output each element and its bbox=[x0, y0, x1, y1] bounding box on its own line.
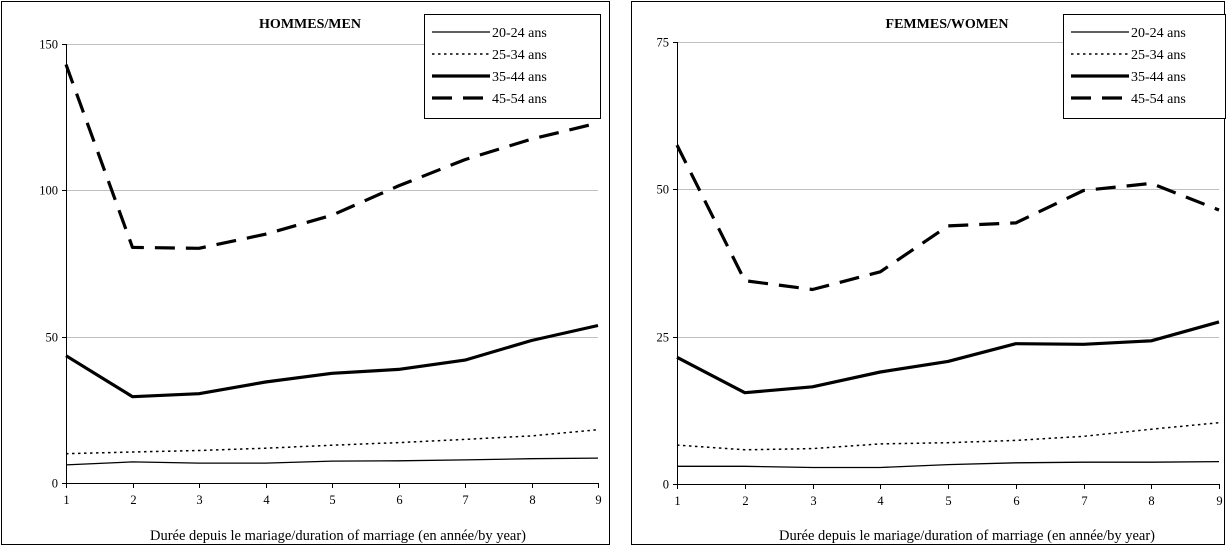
x-axis-label: Durée depuis le mariage/duration of marr… bbox=[779, 528, 1155, 544]
women-chart: 0 25 50 75 1 2 3 4 5 6 7 8 9 Durée depuis le mariage/… bbox=[631, 1, 1226, 545]
legend-label: 20-24 ans bbox=[1131, 26, 1186, 41]
x-tick-label: 5 bbox=[329, 493, 335, 507]
legend-label: 35-44 ans bbox=[492, 70, 547, 85]
legend-label: 20-24 ans bbox=[492, 26, 547, 41]
x-tick-label: 9 bbox=[1216, 494, 1222, 508]
y-tick-label: 50 bbox=[46, 331, 59, 345]
x-tick-label: 6 bbox=[396, 493, 402, 507]
legend-label: 45-54 ans bbox=[492, 92, 547, 107]
series-line-25-34-ans bbox=[65, 428, 599, 455]
x-tick-label: 2 bbox=[742, 494, 748, 508]
chart-frame bbox=[631, 1, 1225, 545]
legend-label: 45-54 ans bbox=[1131, 92, 1186, 107]
x-tick-label: 7 bbox=[1081, 494, 1087, 508]
x-tick-label: 8 bbox=[529, 493, 535, 507]
x-tick-label: 1 bbox=[63, 493, 69, 507]
series-line-20-24-ans bbox=[65, 457, 599, 466]
legend-label: 35-44 ans bbox=[1131, 70, 1186, 85]
x-tick-label: 9 bbox=[595, 493, 601, 507]
x-tick-label: 3 bbox=[810, 494, 816, 508]
x-tick-label: 7 bbox=[462, 493, 468, 507]
series-line-20-24-ans bbox=[677, 460, 1220, 469]
legend-label: 25-34 ans bbox=[492, 48, 547, 63]
chart-title: HOMMES/MEN bbox=[259, 17, 361, 32]
chart-title: FEMMES/WOMEN bbox=[886, 17, 1009, 32]
x-tick-label: 8 bbox=[1148, 494, 1154, 508]
x-tick-label: 5 bbox=[945, 494, 951, 508]
y-tick-label: 75 bbox=[657, 36, 670, 50]
y-tick-label: 100 bbox=[39, 184, 58, 198]
x-tick-label: 3 bbox=[196, 493, 202, 507]
x-axis-label: Durée depuis le mariage/duration of marr… bbox=[150, 528, 526, 544]
y-tick-label: 25 bbox=[657, 331, 670, 345]
series-line-35-44-ans bbox=[676, 320, 1220, 395]
x-tick-label: 1 bbox=[674, 494, 680, 508]
x-tick-label: 4 bbox=[877, 494, 884, 508]
x-tick-label: 2 bbox=[130, 493, 136, 507]
legend-label: 25-34 ans bbox=[1131, 48, 1186, 63]
women-chart-panel: 0 25 50 75 1 2 3 4 5 6 7 8 9 Durée depuis le mariage/… bbox=[611, 0, 1226, 546]
series-line-45-54-ans bbox=[675, 144, 1220, 292]
y-tick-label: 0 bbox=[52, 477, 58, 491]
series-line-25-34-ans bbox=[676, 421, 1220, 451]
y-tick-label: 0 bbox=[663, 478, 669, 492]
chart-frame bbox=[1, 1, 610, 545]
men-chart-panel: 0 50 100 150 1 2 3 4 5 6 7 8 9 Durée depuis le mariag… bbox=[0, 0, 611, 546]
x-tick-label: 6 bbox=[1013, 494, 1019, 508]
x-tick-label: 4 bbox=[263, 493, 270, 507]
men-chart: 0 50 100 150 1 2 3 4 5 6 7 8 9 Durée depuis le mariag… bbox=[1, 1, 610, 545]
y-tick-label: 150 bbox=[39, 38, 58, 52]
y-tick-label: 50 bbox=[657, 183, 670, 197]
series-line-35-44-ans bbox=[65, 323, 599, 399]
